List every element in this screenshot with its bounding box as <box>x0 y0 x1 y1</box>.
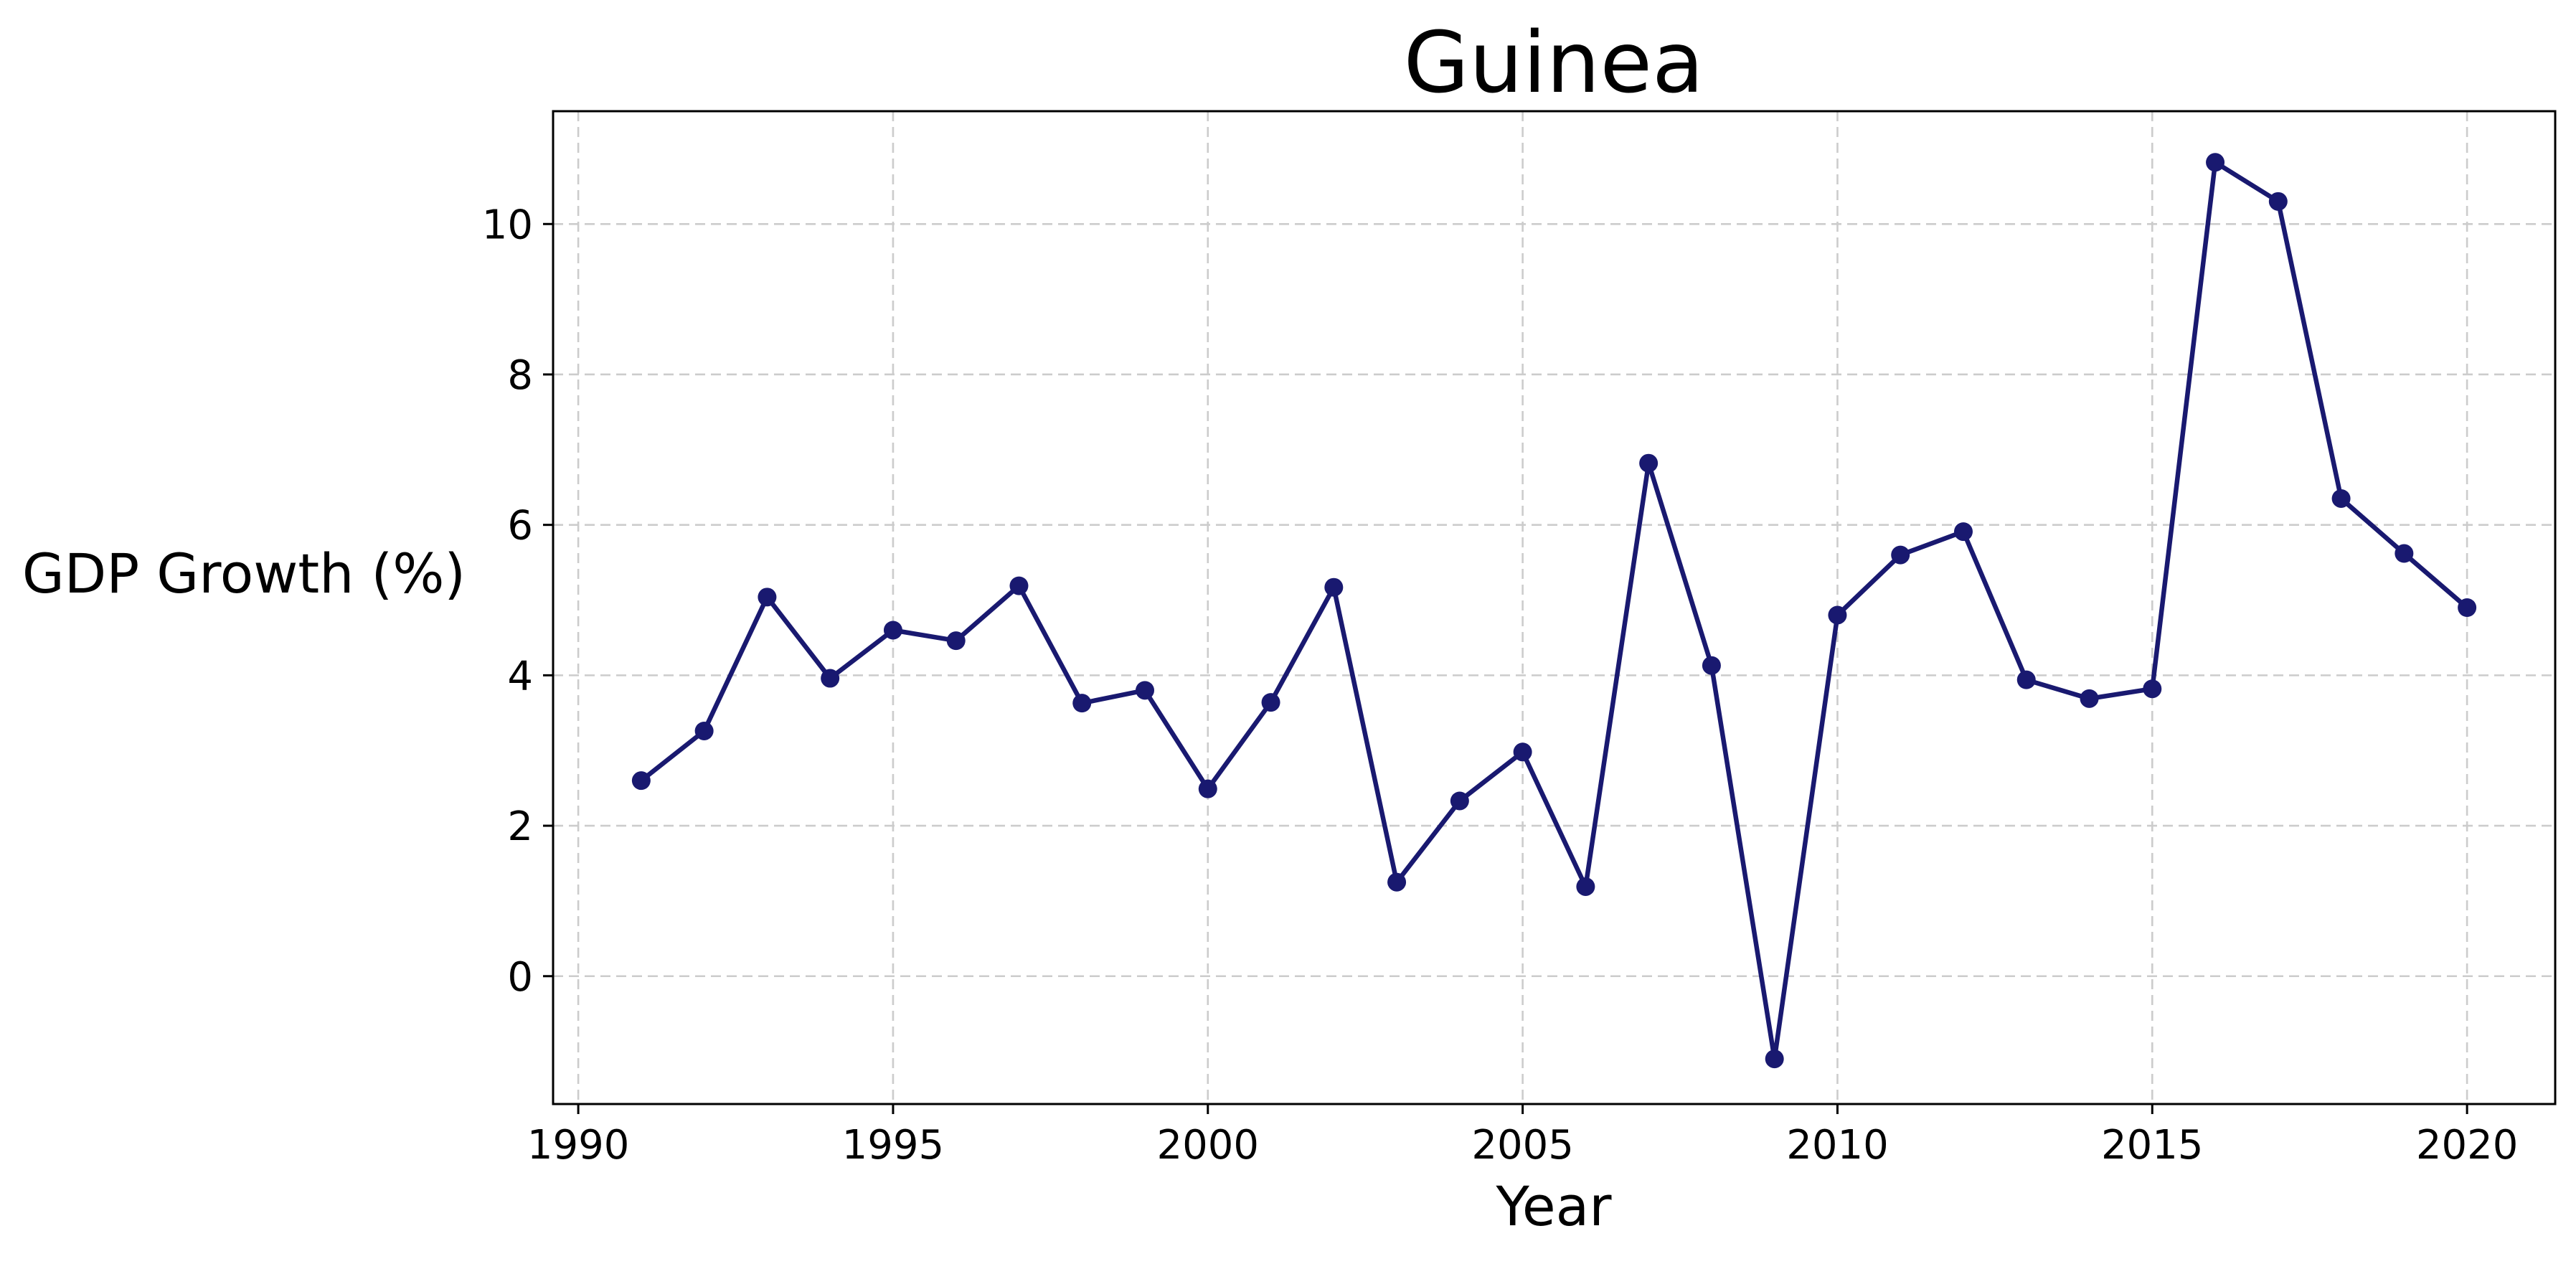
y-tick-label: 2 <box>507 803 533 850</box>
data-point <box>2395 544 2414 563</box>
y-tick-label: 10 <box>482 202 533 248</box>
series <box>639 160 2469 1062</box>
data-point <box>1387 872 1407 892</box>
data-point <box>2268 192 2288 211</box>
data-point <box>1261 693 1280 712</box>
data-point <box>1765 1050 1784 1069</box>
data-point <box>631 771 651 791</box>
y-axis-label: GDP Growth (%) <box>22 542 466 605</box>
y-tick-label: 4 <box>507 653 533 699</box>
data-point <box>1702 656 1721 675</box>
chart-title: Guinea <box>1404 13 1704 112</box>
data-point <box>2143 679 2162 699</box>
x-tick-label: 2010 <box>1786 1122 1889 1169</box>
data-point <box>1198 779 1217 798</box>
data-point <box>1072 694 1092 713</box>
x-tick-label: 2005 <box>1471 1122 1574 1169</box>
plot-area <box>552 110 2557 1105</box>
data-point <box>2206 153 2225 172</box>
data-point <box>1891 545 1910 565</box>
data-point <box>758 588 777 607</box>
data-point <box>1576 877 1595 896</box>
y-tick-label: 0 <box>507 954 533 1001</box>
x-tick-label: 2015 <box>2101 1122 2204 1169</box>
data-point <box>2331 489 2351 508</box>
data-point <box>2016 670 2036 689</box>
data-point <box>1953 522 1973 542</box>
data-point <box>1639 453 1659 473</box>
data-points <box>631 153 2477 1069</box>
data-point <box>2458 598 2477 617</box>
data-point <box>2080 689 2099 708</box>
x-tick-label: 1995 <box>842 1122 945 1169</box>
data-point <box>694 721 714 740</box>
data-point <box>883 621 902 640</box>
data-point <box>1324 577 1344 597</box>
data-point <box>1136 681 1155 700</box>
grid <box>553 111 2555 1104</box>
data-point <box>946 631 966 651</box>
data-point <box>1828 605 1847 625</box>
data-point <box>821 669 840 688</box>
x-axis-label: Year <box>1496 1174 1613 1238</box>
x-tick-label: 1990 <box>527 1122 630 1169</box>
data-point <box>1009 576 1029 595</box>
x-tick-label: 2000 <box>1157 1122 1260 1169</box>
y-tick-label: 6 <box>507 503 533 550</box>
axis-ticks: 1990 1995 2000 2005 2010 2015 2020 0 2 4 6 8 10 <box>482 202 2519 1169</box>
series-line <box>639 160 2469 1062</box>
data-point <box>1450 791 1469 811</box>
data-point <box>1513 742 1532 762</box>
y-tick-label: 8 <box>507 352 533 399</box>
x-tick-label: 2020 <box>2416 1122 2519 1169</box>
